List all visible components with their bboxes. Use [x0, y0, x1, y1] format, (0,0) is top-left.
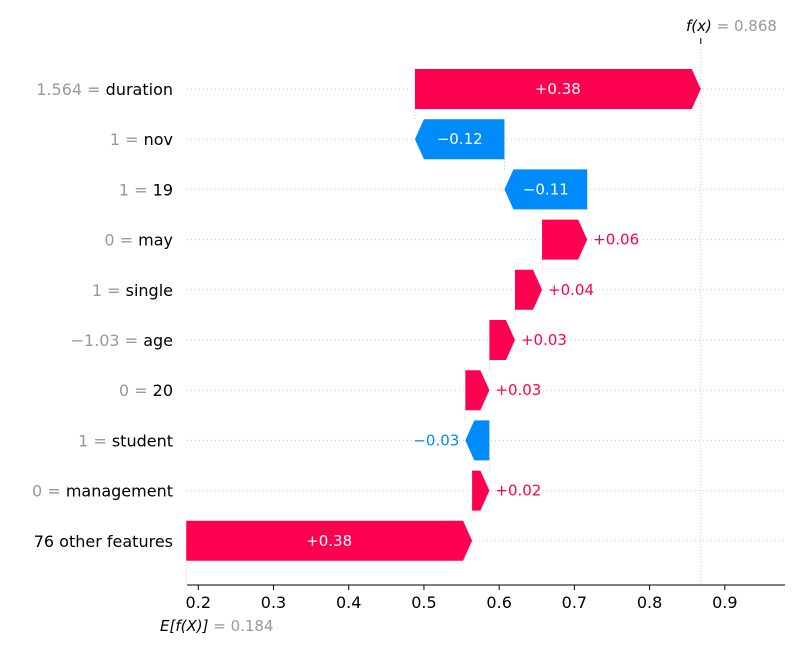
base-value-label: E[f(X)] = 0.184 [160, 617, 274, 635]
bar-value-label: +0.38 [306, 532, 352, 550]
annotations: f(x) = 0.868 E[f(X)] = 0.184 [160, 17, 777, 635]
feature-name: may [138, 231, 173, 250]
feature-value: 0 = [32, 482, 66, 501]
feature-name: 19 [153, 180, 173, 199]
feature-value: 1 = [110, 130, 144, 149]
bar-value-label: +0.38 [535, 80, 581, 98]
waterfall-bar [472, 470, 490, 511]
feature-name: age [143, 331, 173, 350]
feature-value: 0 = [104, 231, 138, 250]
x-tick-label: 0.9 [712, 593, 737, 612]
waterfall-bar [414, 119, 505, 160]
feature-name: duration [106, 80, 173, 99]
waterfall-bar [504, 169, 588, 210]
waterfall-bar [489, 320, 515, 360]
feature-name: 20 [153, 381, 173, 400]
feature-label: 1 = 19 [119, 180, 173, 199]
bar-value-label: +0.06 [593, 231, 639, 249]
bars-layer: +0.38 −0.12 −0.11 +0.06 +0.04 +0.03 +0.03 −0.03… [186, 69, 701, 561]
fx-value: 0.868 [734, 17, 777, 35]
feature-label: 0 = may [104, 231, 173, 250]
bar-value-label: +0.03 [521, 331, 567, 349]
feature-value: 1 = [92, 281, 126, 300]
bar-value-label: +0.03 [495, 381, 541, 399]
feature-value: 1 = [78, 431, 112, 450]
base-value: 0.184 [231, 617, 274, 635]
feature-value: −1.03 = [71, 331, 144, 350]
waterfall-bar [465, 370, 490, 411]
feature-value: 1.564 = [36, 80, 105, 99]
fx-label: f(x) = 0.868 [686, 17, 777, 35]
bar-value-label: +0.04 [548, 281, 594, 299]
feature-name: management [66, 482, 173, 501]
x-axis: 0.2 0.3 0.4 0.5 0.6 0.7 0.8 0.9 [186, 584, 785, 612]
feature-label: 0 = 20 [119, 381, 173, 400]
waterfall-bar [414, 69, 701, 109]
bar-value-label: −0.03 [413, 431, 459, 449]
feature-value: 0 = [119, 381, 153, 400]
feature-label: 0 = management [32, 482, 173, 501]
x-tick-label: 0.7 [562, 593, 587, 612]
feature-label: 1 = single [92, 281, 173, 300]
feature-label: 1 = nov [110, 130, 173, 149]
bar-value-label: +0.02 [495, 482, 541, 500]
feature-label: 76 other features [34, 532, 173, 551]
waterfall-bar [542, 219, 588, 260]
feature-name: single [126, 281, 173, 300]
feature-value: 1 = [119, 180, 153, 199]
feature-label: 1.564 = duration [36, 80, 173, 99]
x-tick-label: 0.4 [336, 593, 361, 612]
grid-layer [185, 38, 785, 585]
x-tick-label: 0.3 [261, 593, 286, 612]
x-tick-label: 0.8 [637, 593, 662, 612]
waterfall-bar [186, 520, 473, 561]
waterfall-bar [465, 420, 490, 461]
x-tick-label: 0.2 [186, 593, 211, 612]
bar-value-label: −0.12 [437, 130, 483, 148]
x-tick-label: 0.5 [411, 593, 436, 612]
feature-name: student [112, 431, 173, 450]
feature-name: 76 other features [34, 532, 173, 551]
waterfall-bar [514, 269, 543, 310]
feature-label: 1 = student [78, 431, 173, 450]
bar-value-label: −0.11 [523, 180, 569, 198]
feature-name: nov [144, 130, 173, 149]
base-symbol: E[f(X)] [160, 617, 209, 635]
x-tick-label: 0.6 [486, 593, 511, 612]
feature-label: −1.03 = age [71, 331, 173, 350]
fx-symbol: f(x) [686, 17, 712, 35]
